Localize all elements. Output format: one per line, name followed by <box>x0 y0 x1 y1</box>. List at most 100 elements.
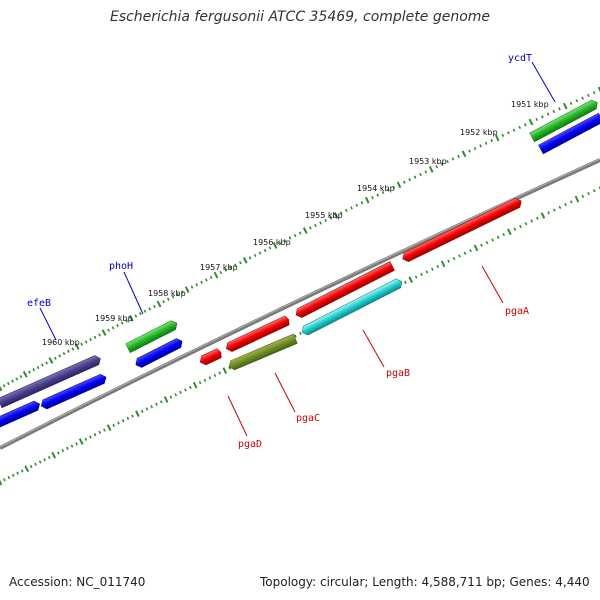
inner-ring-tick <box>524 222 528 226</box>
gene-label-pgaA[interactable]: pgaA <box>505 306 529 317</box>
outer-ring-tick <box>278 241 282 245</box>
gene-efeB-reverse-b[interactable] <box>0 399 42 431</box>
outer-ring-tick <box>333 212 339 219</box>
outer-ring-tick <box>6 381 10 386</box>
outer-ring-tick <box>98 333 101 337</box>
inner-ring-tick <box>103 428 106 432</box>
gene-phoH-reverse[interactable] <box>134 337 185 370</box>
outer-ring-tick <box>268 246 272 250</box>
inner-ring-tick <box>112 423 116 427</box>
inner-ring-tick <box>150 405 154 409</box>
map-title: Escherichia fergusonii ATCC 35469, compl… <box>109 9 491 25</box>
inner-ring-tick <box>208 376 212 380</box>
tick-label-1957: 1957 kbp <box>200 263 238 272</box>
gene-label-pgaC[interactable]: pgaC <box>296 413 320 424</box>
inner-ring-tick <box>218 371 222 375</box>
inner-ring-tick <box>47 455 51 460</box>
outer-ring-tick <box>15 377 19 381</box>
tick-label-1959: 1959 kbp <box>95 314 133 323</box>
gene-pgaD[interactable] <box>198 348 223 367</box>
outer-ring-tick <box>74 343 80 350</box>
outer-ring-tick <box>350 206 353 210</box>
gene-pgaB[interactable] <box>300 277 404 337</box>
outer-ring-tick <box>19 375 23 379</box>
gene-label-efeB[interactable]: efeB <box>27 298 51 309</box>
tick-label-1960: 1960 kbp <box>42 338 80 347</box>
outer-ring-tick <box>0 385 3 392</box>
inner-ring-tick <box>447 259 450 263</box>
inner-ring-tick <box>203 378 207 382</box>
outer-ring-tick <box>204 278 208 282</box>
inner-ring-tick <box>61 449 65 453</box>
outer-ring-tick <box>22 371 28 378</box>
gene-efeB-forward[interactable] <box>0 354 102 409</box>
outer-ring-tick <box>48 357 54 364</box>
inner-ring-tick <box>574 195 580 203</box>
tick-label-1956: 1956 kbp <box>253 238 291 247</box>
gene-pgaC[interactable] <box>227 333 298 371</box>
tick-label-1953: 1953 kbp <box>409 157 447 166</box>
outer-ring-tick <box>11 379 14 383</box>
inner-ring-tick <box>569 200 573 204</box>
outer-ring-tick <box>314 223 317 228</box>
outer-ring-tick <box>575 99 579 103</box>
inner-ring-tick <box>121 419 125 423</box>
inner-ring-tick <box>169 395 173 399</box>
outer-ring-tick <box>242 257 248 264</box>
outer-ring-tick <box>402 180 406 184</box>
outer-ring-tick <box>93 335 97 339</box>
inner-ring-tick <box>43 458 47 462</box>
inner-ring-tick <box>140 409 144 413</box>
gene-efeB-reverse-a[interactable] <box>39 373 108 411</box>
inner-ring-tick <box>20 469 24 473</box>
inner-ring-tick <box>163 396 169 403</box>
inner-ring-tick <box>293 334 297 338</box>
outer-ring-tick <box>89 338 92 342</box>
tick-label-1955: 1955 kbp <box>305 211 343 220</box>
inner-ring-tick <box>552 208 556 212</box>
outer-ring-tick <box>298 231 302 235</box>
tick-label-1954: 1954 kbp <box>357 184 395 193</box>
inner-ring-tick <box>159 400 163 404</box>
outer-ring-tick <box>148 307 152 311</box>
accession-text: Accession: NC_011740 <box>9 575 146 589</box>
outer-ring-tick <box>128 315 134 322</box>
outer-ring-tick <box>424 170 428 174</box>
gene-label-phoH[interactable]: phoH <box>109 261 133 272</box>
outer-ring-tick <box>234 263 237 267</box>
gene-label-pgaD[interactable]: pgaD <box>238 439 262 450</box>
inner-ring-tick <box>131 414 134 418</box>
gene-ycdT-reverse[interactable] <box>538 112 600 155</box>
gene-ycdT-forward[interactable] <box>529 98 600 143</box>
outer-ring-tick <box>200 280 203 284</box>
inner-ring-tick <box>222 367 228 374</box>
outer-ring-tick <box>381 190 385 195</box>
outer-ring-tick <box>518 125 522 130</box>
gene-label-ycdT[interactable]: ycdT <box>508 53 532 64</box>
inner-ring-tick <box>179 390 182 394</box>
outer-ring-tick <box>209 275 213 280</box>
inner-ring-tick <box>228 366 232 370</box>
gene-pgaC-upper[interactable] <box>224 315 291 353</box>
inner-ring-tick <box>425 270 429 274</box>
gene-phoH-forward[interactable] <box>125 319 180 354</box>
inner-ring-tick <box>507 228 512 236</box>
outer-ring-tick <box>213 271 219 279</box>
gene-label-pgaB[interactable]: pgaB <box>386 368 410 379</box>
outer-ring-tick <box>107 328 110 332</box>
gene-pgaA[interactable] <box>400 197 523 264</box>
outer-ring-tick <box>272 242 278 249</box>
inner-ring-tick <box>430 267 434 271</box>
inner-ring-tick <box>38 460 42 464</box>
outer-ring-tick <box>116 323 119 328</box>
gene-pgaA-tail[interactable] <box>294 261 395 319</box>
inner-ring-tick <box>473 244 479 252</box>
outer-ring-tick <box>45 361 49 365</box>
outer-ring-tick <box>396 181 402 189</box>
outer-ring-tick <box>355 203 359 207</box>
inner-ring-tick <box>184 388 187 392</box>
outer-ring-tick <box>120 321 124 325</box>
inner-ring-tick <box>547 211 550 215</box>
inner-ring-tick <box>84 437 88 441</box>
